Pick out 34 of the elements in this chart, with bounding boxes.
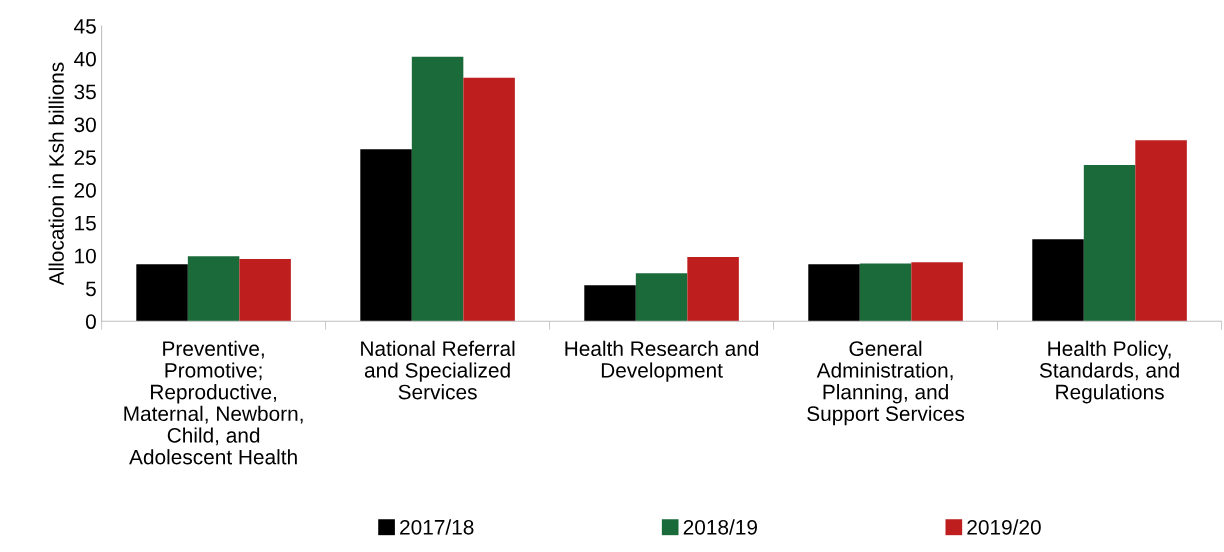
x-tick-label: General Administration, Planning, and Support Services bbox=[807, 340, 965, 426]
legend-label: 2018/19 bbox=[683, 519, 758, 535]
bar bbox=[1032, 239, 1084, 322]
y-tick-label: 5 bbox=[85, 281, 96, 297]
y-tick-label: 30 bbox=[74, 117, 96, 133]
bar bbox=[136, 264, 188, 322]
y-tick-label: 0 bbox=[85, 314, 96, 330]
bar bbox=[859, 263, 912, 322]
x-tick-label: Health Policy, Standards, and Regulations bbox=[1039, 340, 1179, 404]
bar bbox=[1135, 140, 1187, 322]
bar bbox=[687, 256, 739, 322]
bar bbox=[1083, 165, 1136, 322]
bar bbox=[635, 273, 688, 322]
bar bbox=[584, 285, 636, 322]
x-tick-label: Health Research and Development bbox=[565, 340, 759, 382]
y-tick-label: 35 bbox=[74, 84, 96, 100]
x-tick-label: National Referral and Specialized Services bbox=[361, 340, 515, 400]
bar bbox=[187, 256, 240, 322]
y-tick-label: 40 bbox=[74, 51, 96, 67]
y-tick-label: 20 bbox=[74, 183, 96, 198]
legend-label: 2019/20 bbox=[967, 519, 1041, 535]
bar bbox=[463, 77, 515, 322]
y-tick-label: 15 bbox=[75, 216, 96, 231]
bar bbox=[808, 264, 860, 322]
legend-label: 2017/18 bbox=[400, 519, 474, 535]
y-tick-label: 45 bbox=[74, 19, 96, 34]
y-tick-label: 10 bbox=[75, 248, 96, 264]
x-tick-label: Preventive, Promotive; Reproductive, Maternal, Newborn, Child, and Adolescent Health bbox=[124, 340, 303, 465]
bar bbox=[360, 149, 412, 322]
bar bbox=[911, 262, 963, 322]
y-axis-title: Allocation in Ksh billions bbox=[48, 62, 64, 286]
bar bbox=[411, 56, 464, 322]
bar bbox=[239, 258, 291, 322]
y-tick-label: 25 bbox=[74, 150, 96, 165]
